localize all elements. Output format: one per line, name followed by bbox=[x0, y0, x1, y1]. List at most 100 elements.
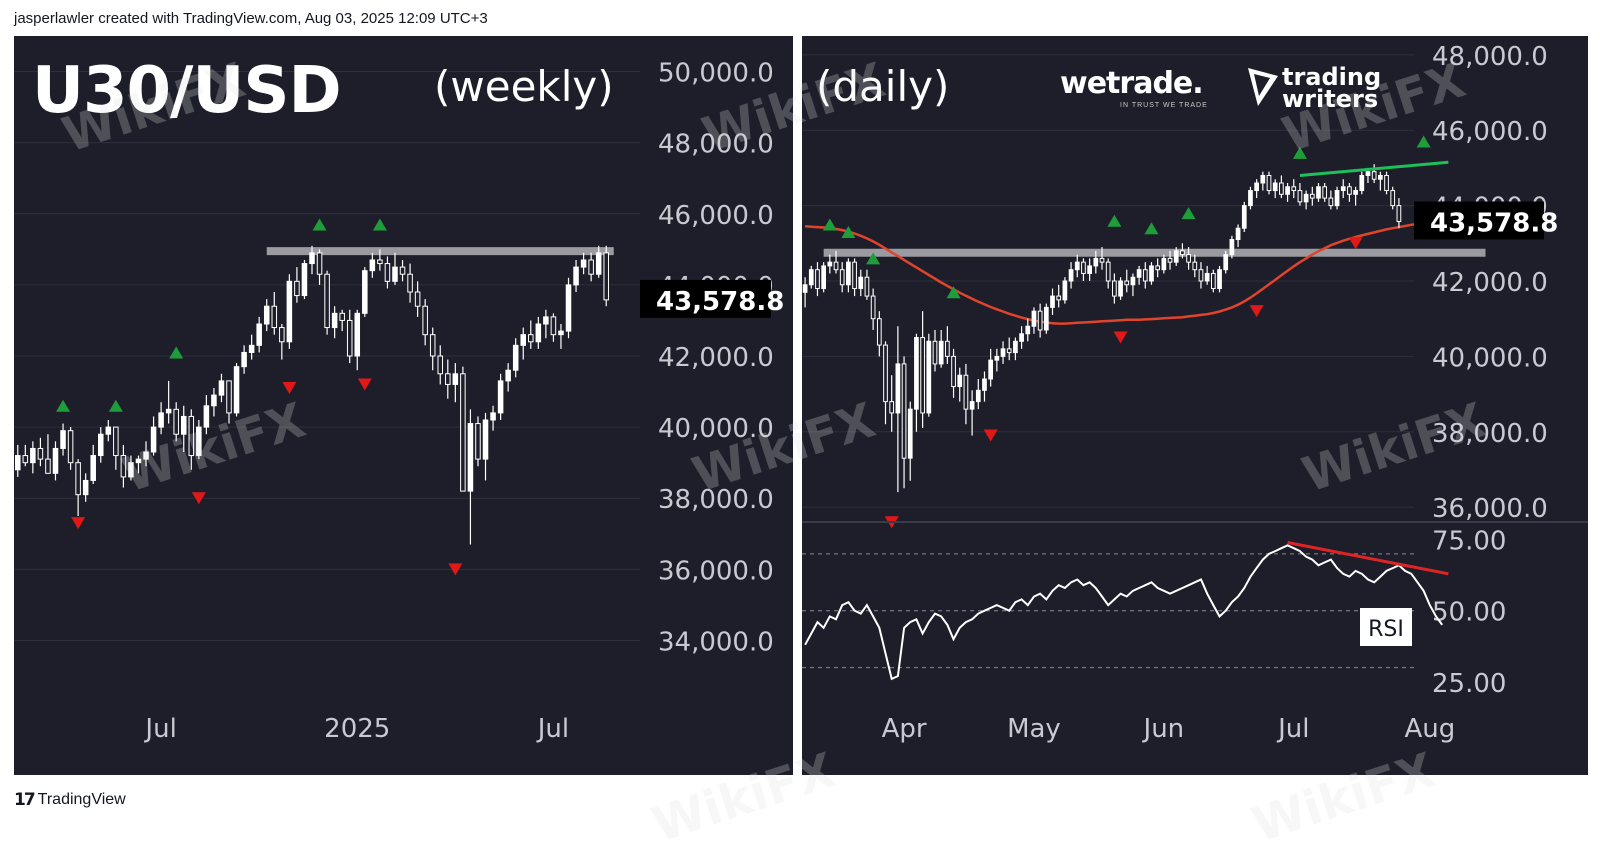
daily-candle bbox=[1340, 186, 1346, 192]
weekly-candle bbox=[580, 259, 587, 268]
weekly-candle bbox=[52, 447, 59, 474]
weekly-candle bbox=[97, 433, 104, 457]
weekly-candle bbox=[218, 380, 225, 396]
weekly-candle bbox=[429, 334, 436, 357]
daily-candle bbox=[802, 284, 808, 293]
daily-candle bbox=[957, 374, 963, 388]
tradingview-footer[interactable]: 17 TradingView bbox=[14, 790, 126, 810]
weekly-chart-svg[interactable]: 50,000.048,000.046,000.044,000.042,000.0… bbox=[14, 36, 793, 775]
daily-up-marker bbox=[841, 226, 856, 238]
daily-y-tick-label: 48,000.0 bbox=[1432, 42, 1548, 72]
daily-up-marker bbox=[822, 218, 837, 231]
daily-chart-panel[interactable]: 48,000.046,000.044,000.042,000.040,000.0… bbox=[802, 36, 1588, 775]
daily-candle bbox=[1136, 269, 1142, 278]
trading-writers-logo-line2: writers bbox=[1282, 85, 1379, 113]
weekly-candle bbox=[263, 305, 270, 325]
daily-candle bbox=[907, 408, 913, 459]
weekly-chart-panel[interactable]: 50,000.048,000.046,000.044,000.042,000.0… bbox=[14, 36, 793, 775]
weekly-candle bbox=[67, 430, 74, 464]
weekly-y-tick-label: 50,000.0 bbox=[658, 59, 774, 89]
daily-candle bbox=[1204, 272, 1210, 282]
daily-candle bbox=[839, 269, 845, 286]
weekly-candle bbox=[15, 455, 21, 471]
daily-up-marker bbox=[1107, 214, 1122, 227]
daily-candle bbox=[1241, 205, 1247, 229]
daily-y-tick-label: 36,000.0 bbox=[1432, 494, 1548, 524]
weekly-candle bbox=[505, 369, 511, 382]
weekly-candle bbox=[30, 447, 36, 464]
daily-candle bbox=[1291, 186, 1297, 192]
weekly-candle bbox=[346, 319, 353, 357]
daily-candle bbox=[1217, 269, 1222, 290]
weekly-candle bbox=[543, 316, 549, 325]
weekly-candle bbox=[369, 259, 376, 272]
weekly-candle bbox=[158, 412, 164, 428]
daily-candle bbox=[988, 359, 994, 380]
weekly-candle bbox=[271, 305, 278, 329]
weekly-candle bbox=[414, 291, 421, 307]
daily-y-tick-label: 38,000.0 bbox=[1432, 419, 1548, 449]
weekly-candle bbox=[377, 259, 383, 265]
daily-candle bbox=[1316, 186, 1321, 199]
daily-candle bbox=[1093, 257, 1099, 267]
weekly-candle bbox=[135, 458, 142, 464]
daily-candle bbox=[889, 401, 895, 414]
daily-candle bbox=[1322, 186, 1328, 199]
weekly-candle bbox=[520, 334, 527, 346]
weekly-candle bbox=[497, 380, 504, 414]
daily-candle bbox=[1371, 171, 1377, 180]
weekly-candle bbox=[22, 455, 29, 464]
weekly-candle bbox=[573, 266, 579, 286]
weekly-candle bbox=[188, 415, 195, 457]
daily-candle bbox=[1192, 261, 1198, 271]
daily-candle bbox=[1050, 295, 1055, 308]
daily-candle bbox=[1198, 269, 1204, 282]
weekly-candle bbox=[316, 252, 323, 275]
daily-candle bbox=[920, 337, 925, 414]
trading-writers-logo-icon bbox=[1248, 68, 1278, 106]
weekly-candle bbox=[445, 373, 451, 385]
daily-candle bbox=[1272, 182, 1278, 192]
daily-up-marker bbox=[1292, 146, 1307, 159]
weekly-candle bbox=[452, 373, 459, 385]
weekly-up-marker bbox=[56, 399, 71, 412]
daily-candle bbox=[969, 401, 975, 410]
daily-candle bbox=[1037, 310, 1043, 331]
weekly-candle bbox=[384, 263, 391, 282]
daily-y-tick-label: 46,000.0 bbox=[1432, 117, 1548, 147]
daily-candle bbox=[1186, 254, 1191, 263]
weekly-y-tick-label: 46,000.0 bbox=[658, 201, 774, 231]
weekly-y-tick-label: 42,000.0 bbox=[658, 343, 774, 373]
rsi-y-tick-label: 25.00 bbox=[1432, 669, 1506, 699]
daily-candle bbox=[1149, 265, 1154, 282]
weekly-candle bbox=[256, 323, 262, 346]
daily-candle bbox=[982, 378, 987, 391]
rsi-indicator-label: RSI bbox=[1368, 617, 1404, 642]
daily-chart-svg[interactable]: 48,000.046,000.044,000.042,000.040,000.0… bbox=[802, 36, 1588, 775]
rsi-y-tick-label: 50.00 bbox=[1432, 598, 1506, 628]
daily-candle bbox=[1377, 174, 1383, 180]
weekly-candle bbox=[558, 330, 564, 336]
daily-x-tick-label: Aug bbox=[1404, 714, 1455, 744]
weekly-candle bbox=[460, 373, 466, 492]
daily-x-tick-label: May bbox=[1007, 714, 1061, 744]
daily-candle bbox=[1384, 174, 1389, 192]
daily-candle bbox=[1105, 261, 1111, 282]
weekly-last-price-label: 43,578.8 bbox=[656, 287, 784, 317]
weekly-candle bbox=[143, 451, 149, 460]
daily-candle bbox=[1359, 174, 1365, 192]
daily-candle bbox=[1142, 269, 1148, 282]
weekly-down-marker bbox=[191, 492, 206, 505]
daily-candle bbox=[1297, 190, 1303, 203]
weekly-y-tick-label: 36,000.0 bbox=[658, 556, 774, 586]
daily-candle bbox=[926, 340, 932, 414]
weekly-down-marker bbox=[282, 382, 297, 394]
weekly-candle bbox=[512, 344, 519, 371]
daily-candle bbox=[1031, 310, 1037, 327]
daily-x-tick-label: Jun bbox=[1142, 714, 1185, 744]
daily-resistance-trendline bbox=[1299, 160, 1449, 177]
daily-last-price-box bbox=[1414, 201, 1544, 240]
daily-candle bbox=[1130, 276, 1136, 286]
weekly-y-tick-label: 40,000.0 bbox=[658, 414, 774, 444]
weekly-down-marker bbox=[357, 378, 372, 391]
